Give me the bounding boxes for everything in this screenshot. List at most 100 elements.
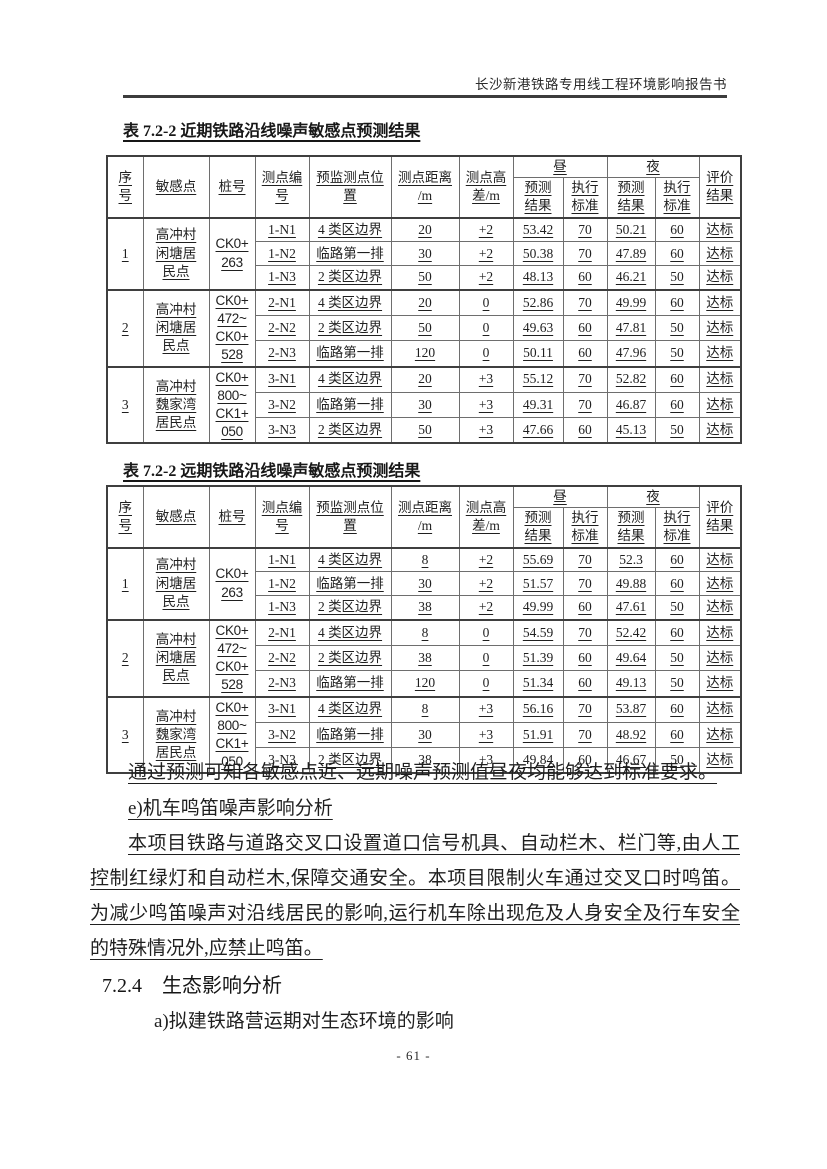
col-night-predicted-header: 预测 结果 xyxy=(606,507,656,549)
sensitive-point-cell: 高冲村 闲塘居 民点 xyxy=(142,546,210,621)
point-id-cell: 3-N2 xyxy=(254,391,310,419)
day-predicted-cell: 50.11 xyxy=(512,340,564,368)
stake-cell: CK0+ 263 xyxy=(208,546,256,621)
location-cell: 4 类区边界 xyxy=(308,695,392,723)
night-predicted-cell: 46.21 xyxy=(606,265,656,291)
summary-paragraph: 通过预测可知各敏感点近、远期噪声预测值昼夜均能够达到标准要求。 xyxy=(128,762,718,783)
day-predicted-cell: 50.38 xyxy=(512,241,564,267)
evaluation-cell: 达标 xyxy=(698,618,742,646)
night-predicted-cell: 49.99 xyxy=(606,288,656,316)
day-standard-cell: 60 xyxy=(562,670,608,698)
distance-cell: 20 xyxy=(390,288,460,316)
day-standard-cell: 70 xyxy=(562,546,608,573)
location-cell: 4 类区边界 xyxy=(308,546,392,573)
table-row: 3 高冲村 魏家湾 居民点 CK0+ 800~ CK1+ 050 3-N1 4 类区边界… xyxy=(106,695,742,774)
sensitive-point-cell: 高冲村 魏家湾 居民点 xyxy=(142,365,210,444)
night-predicted-cell: 50.21 xyxy=(606,216,656,243)
body-paragraph: 本项目铁路与道路交叉口设置道口信号机具、自动栏木、栏门等,由人工控制红绿灯和自动… xyxy=(90,833,740,959)
night-predicted-cell: 52.82 xyxy=(606,365,656,393)
table-row: 1 高冲村 闲塘居 民点 CK0+ 263 1-N1 4 类区边界 8 +2 55.69 70 5… xyxy=(106,546,742,621)
table-row: 2-N3 临路第一排 120 0 50.11 60 47.96 50 达标 xyxy=(107,340,742,368)
evaluation-cell: 达标 xyxy=(698,747,742,774)
night-predicted-cell: 53.87 xyxy=(606,695,656,723)
location-cell: 2 类区边界 xyxy=(308,314,392,342)
col-day-predicted-header: 预测 结果 xyxy=(512,177,564,219)
day-standard-cell: 70 xyxy=(562,695,608,723)
location-cell: 4 类区边界 xyxy=(308,365,392,393)
point-id-cell: 2-N3 xyxy=(254,670,310,698)
night-predicted-cell: 47.61 xyxy=(606,595,656,621)
col-height-diff-header: 测点高 差/m xyxy=(458,155,514,219)
table-row: 1-N2 临路第一排 30 +2 50.38 70 47.89 60 达标 xyxy=(107,241,742,267)
evaluation-cell: 达标 xyxy=(698,365,742,393)
serial-cell: 1 xyxy=(106,546,144,621)
table-header: 序 号 敏感点 桩号 测点编 号 预监测点位 置 测点距离 /m 测点高 差/m… xyxy=(106,485,742,549)
day-predicted-cell: 55.69 xyxy=(512,546,564,573)
point-id-cell: 1-N3 xyxy=(254,595,310,621)
evaluation-cell: 达标 xyxy=(698,288,742,316)
day-predicted-cell: 52.86 xyxy=(512,288,564,316)
day-predicted-cell: 56.16 xyxy=(512,695,564,723)
distance-cell: 50 xyxy=(390,417,460,444)
location-cell: 2 类区边界 xyxy=(308,595,392,621)
evaluation-cell: 达标 xyxy=(698,595,742,621)
night-predicted-cell: 49.13 xyxy=(606,670,656,698)
serial-cell: 3 xyxy=(106,695,144,774)
height-diff-cell: +3 xyxy=(458,721,514,749)
evaluation-cell: 达标 xyxy=(698,241,742,267)
serial-cell: 2 xyxy=(106,618,144,698)
height-diff-cell: +3 xyxy=(458,365,514,393)
table-row: 1-N3 2 类区边界 38 +2 49.99 60 47.61 50 达标 xyxy=(107,595,742,621)
distance-cell: 30 xyxy=(390,241,460,267)
col-evaluation-header: 评价 结果 xyxy=(698,485,742,549)
table-row: 3-N3 2 类区边界 50 +3 47.66 60 45.13 50 达标 xyxy=(107,417,742,444)
col-night-standard-header: 执行 标准 xyxy=(654,507,700,549)
evaluation-cell: 达标 xyxy=(698,391,742,419)
day-predicted-cell: 47.66 xyxy=(512,417,564,444)
distance-cell: 38 xyxy=(390,644,460,672)
evaluation-cell: 达标 xyxy=(698,571,742,597)
stake-cell: CK0+ 472~ CK0+ 528 xyxy=(208,288,256,368)
night-predicted-cell: 49.64 xyxy=(606,644,656,672)
night-standard-cell: 50 xyxy=(654,670,700,698)
col-stake-header: 桩号 xyxy=(208,485,256,549)
height-diff-cell: +2 xyxy=(458,265,514,291)
height-diff-cell: +2 xyxy=(458,571,514,597)
col-distance-header: 测点距离 /m xyxy=(390,485,460,549)
night-standard-cell: 50 xyxy=(654,644,700,672)
distance-cell: 38 xyxy=(390,595,460,621)
height-diff-cell: 0 xyxy=(458,644,514,672)
point-id-cell: 2-N2 xyxy=(254,314,310,342)
day-standard-cell: 70 xyxy=(562,721,608,749)
day-predicted-cell: 51.34 xyxy=(512,670,564,698)
day-predicted-cell: 51.39 xyxy=(512,644,564,672)
point-id-cell: 1-N3 xyxy=(254,265,310,291)
distance-cell: 38 xyxy=(390,747,460,774)
location-cell: 2 类区边界 xyxy=(308,265,392,291)
col-evaluation-header: 评价 结果 xyxy=(698,155,742,219)
table-row: 2-N2 2 类区边界 38 0 51.39 60 49.64 50 达标 xyxy=(107,644,742,672)
day-standard-cell: 60 xyxy=(562,595,608,621)
col-sensitive-point-header: 敏感点 xyxy=(142,485,210,549)
day-predicted-cell: 53.42 xyxy=(512,216,564,243)
location-cell: 临路第一排 xyxy=(308,571,392,597)
evaluation-cell: 达标 xyxy=(698,721,742,749)
night-predicted-cell: 49.88 xyxy=(606,571,656,597)
point-id-cell: 1-N1 xyxy=(254,216,310,243)
col-serial-header: 序 号 xyxy=(106,155,144,219)
evaluation-cell: 达标 xyxy=(698,314,742,342)
col-serial-header: 序 号 xyxy=(106,485,144,549)
night-standard-cell: 60 xyxy=(654,216,700,243)
distance-cell: 30 xyxy=(390,391,460,419)
far-term-noise-table: 序 号 敏感点 桩号 测点编 号 预监测点位 置 测点距离 /m 测点高 差/m… xyxy=(106,485,742,775)
location-cell: 4 类区边界 xyxy=(308,618,392,646)
height-diff-cell: +2 xyxy=(458,595,514,621)
col-day-header: 昼 xyxy=(512,155,608,179)
day-predicted-cell: 49.99 xyxy=(512,595,564,621)
item-a-heading: a)拟建铁路营运期对生态环境的影响 xyxy=(154,1011,454,1032)
distance-cell: 8 xyxy=(390,546,460,573)
day-predicted-cell: 48.13 xyxy=(512,265,564,291)
col-point-id-header: 测点编 号 xyxy=(254,155,310,219)
col-height-diff-header: 测点高 差/m xyxy=(458,485,514,549)
